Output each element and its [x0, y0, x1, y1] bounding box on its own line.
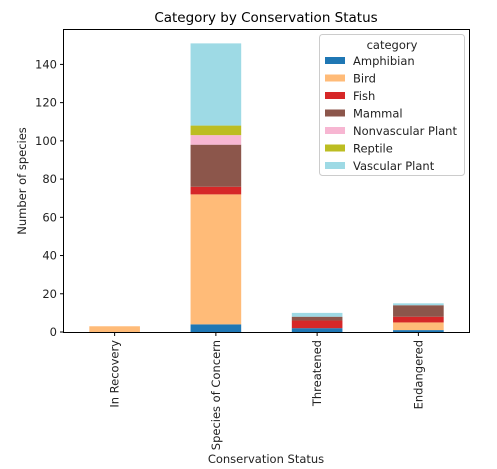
- y-tick-label: 140: [35, 57, 57, 71]
- y-tick-label: 120: [35, 96, 57, 110]
- legend-swatch-vascular-plant: [325, 162, 345, 169]
- x-tick-label: In Recovery: [108, 340, 122, 408]
- y-axis-title: Number of species: [15, 127, 29, 235]
- bar-segment-mammal-3: [291, 316, 343, 321]
- legend-items: Amphibian Bird Fish Mammal Nonvascular Plant…: [325, 54, 457, 173]
- x-tick-label: Threatened: [310, 340, 324, 407]
- bar-segment-fish-4: [393, 316, 444, 323]
- x-axis: In Recovery Species of Concern Threatened E…: [108, 332, 425, 450]
- legend-swatch-amphibian: [325, 57, 345, 64]
- legend-label-reptile: Reptile: [353, 142, 393, 156]
- legend-label-bird: Bird: [353, 72, 376, 86]
- legend-swatch-nonvascular-plant: [325, 127, 345, 134]
- bar-segment-amphibian-2: [190, 324, 242, 332]
- y-tick-label: 80: [42, 172, 57, 186]
- legend-label-fish: Fish: [353, 89, 375, 103]
- legend-title: category: [367, 38, 418, 52]
- y-tick-label: 0: [50, 325, 57, 339]
- y-axis: 0 20 40 60 80 100 120 140: [35, 57, 64, 339]
- y-tick-label: 40: [42, 249, 57, 263]
- legend-label-mammal: Mammal: [353, 107, 403, 121]
- legend-label-nonvascular-plant: Nonvascular Plant: [353, 124, 457, 138]
- bar-segment-bird-2: [190, 194, 242, 325]
- bar-segment-mammal-2: [190, 144, 242, 187]
- legend-box: [319, 34, 465, 176]
- legend-swatch-fish: [325, 92, 345, 99]
- x-tick-label: Species of Concern: [209, 340, 223, 450]
- bar-segment-amphibian-3: [291, 328, 343, 332]
- y-tick-label: 60: [42, 210, 57, 224]
- bar-segment-vascular-plant-3: [291, 312, 343, 317]
- legend-label-amphibian: Amphibian: [353, 54, 415, 68]
- y-tick-label: 20: [42, 287, 57, 301]
- bar-segment-fish-2: [190, 186, 242, 195]
- y-tick-label: 100: [35, 134, 57, 148]
- bar-segment-amphibian-4: [393, 330, 444, 332]
- chart-title: Category by Conservation Status: [154, 10, 377, 26]
- legend: category Amphibian Bird Fish Mammal Nonvascu…: [319, 34, 465, 176]
- bar-segment-vascular-plant-4: [393, 303, 444, 306]
- bar-segment-mammal-4: [393, 305, 444, 317]
- bar-segment-nonvascular-plant-2: [190, 135, 242, 145]
- plot-frame: [63, 29, 470, 333]
- bar-segment-bird-4: [393, 322, 444, 331]
- legend-swatch-reptile: [325, 144, 345, 152]
- legend-swatch-mammal: [325, 109, 345, 117]
- legend-swatch-bird: [325, 74, 345, 82]
- x-axis-title: Conservation Status: [208, 452, 324, 466]
- bar-segment-reptile-2: [190, 125, 242, 136]
- bar-segment-bird-1: [89, 326, 140, 332]
- legend-label-vascular-plant: Vascular Plant: [353, 159, 435, 173]
- bar-segment-fish-3: [291, 320, 343, 329]
- bar-segment-vascular-plant-2: [190, 43, 242, 126]
- x-tick-label: Endangered: [411, 340, 425, 409]
- bars-layer: [89, 43, 444, 332]
